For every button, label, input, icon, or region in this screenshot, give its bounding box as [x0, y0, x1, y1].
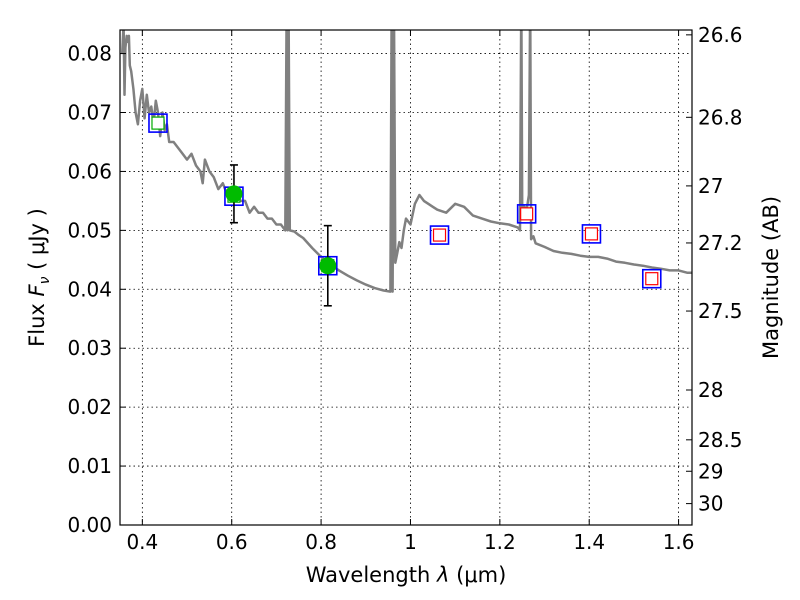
x-tick-label: 0.6: [216, 530, 248, 554]
y-tick-label: 0.05: [67, 218, 112, 242]
x-axis-label: Wavelength λ (μm): [306, 563, 507, 587]
y2-tick-label: 26.8: [698, 105, 743, 129]
x-tick-label: 1.6: [663, 530, 695, 554]
y-tick-label: 0.07: [67, 101, 112, 125]
sed-layer: [120, 30, 692, 293]
y-tick-label: 0.01: [67, 454, 112, 478]
x-tick-label: 1.2: [484, 530, 516, 554]
model-photometry-box: [516, 204, 537, 224]
model-photometry-inner: [432, 228, 447, 242]
observed-point: [225, 185, 243, 203]
grid: [120, 30, 692, 526]
x-tick-label: 0.8: [305, 530, 337, 554]
y2-axis-label: Magnitude (AB): [759, 196, 783, 359]
observed-point: [319, 257, 337, 275]
model-photometry-inner: [520, 207, 534, 221]
y2-tick-label: 28: [698, 378, 723, 402]
sed-line: [120, 30, 692, 293]
tick-layer: 0.4 0.6 0.8 1 1.2 1.4 1.6 0.00 0.01 0.02 0.03 0.04 0…: [67, 23, 742, 554]
marker-layer: [148, 113, 662, 307]
y-tick-label: 0.00: [67, 513, 112, 537]
y2-tick-label: 30: [698, 492, 723, 516]
y-tick-label: 0.06: [67, 159, 112, 183]
y2-tick-label: 27.2: [698, 231, 743, 255]
y2-tick-label: 27.5: [698, 299, 743, 323]
y2-tick-label: 29: [698, 459, 723, 483]
y-axis-label: Flux Fν ( μJy ): [25, 208, 53, 347]
y2-tick-label: 26.6: [698, 23, 743, 47]
model-photometry-box: [641, 268, 662, 289]
y-tick-label: 0.03: [67, 336, 112, 360]
y-tick-label: 0.08: [67, 42, 112, 66]
y-tick-label: 0.02: [67, 395, 112, 419]
y2-tick-label: 28.5: [698, 428, 743, 452]
model-photometry-inner: [645, 272, 659, 286]
x-tick-label: 0.4: [126, 530, 158, 554]
plot-frame: [119, 29, 693, 526]
x-tick-label: 1.4: [573, 530, 605, 554]
y2-tick-label: 27: [698, 174, 723, 198]
model-photometry-inner: [584, 227, 599, 241]
x-tick-label: 1: [404, 530, 417, 554]
model-photometry-box: [429, 225, 450, 245]
model-photometry-box: [148, 113, 168, 133]
model-photometry-inner: [151, 116, 165, 130]
model-photometry-box: [581, 224, 602, 244]
y-tick-label: 0.04: [67, 277, 112, 301]
